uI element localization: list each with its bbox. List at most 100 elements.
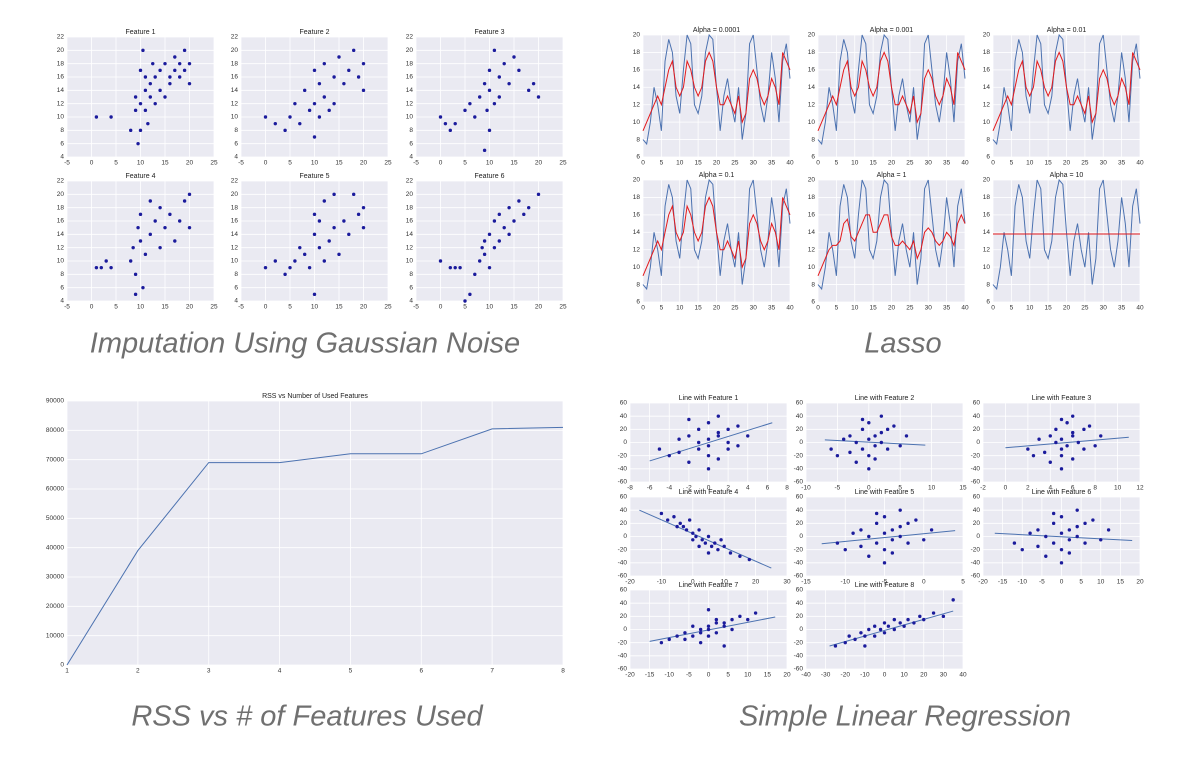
- y-tick-label: 8: [986, 136, 990, 143]
- subplot: Feature 4 4 6 8 10 12 14 16 18 20 22 -5 0 5 10 15 20 25: [57, 173, 218, 311]
- scatter-point: [1028, 531, 1032, 535]
- chart-title: Feature 5: [300, 173, 330, 180]
- scatter-point: [716, 547, 720, 552]
- x-tick-label: 10: [1114, 485, 1122, 492]
- fit-line: [829, 610, 954, 647]
- x-tick-label: -5: [413, 160, 419, 167]
- scatter-point: [151, 61, 155, 66]
- y-tick-label: -60: [618, 666, 628, 673]
- scatter-point: [906, 521, 910, 526]
- x-tick-label: -5: [238, 304, 244, 311]
- chart-title: Alpha = 0.01: [1047, 27, 1087, 34]
- x-tick-label: 0: [1060, 579, 1064, 586]
- scatter-point: [951, 598, 955, 602]
- x-tick-label: 15: [695, 160, 703, 167]
- scatter-point: [697, 528, 701, 532]
- scatter-point: [522, 212, 526, 217]
- x-tick-label: 35: [768, 160, 776, 167]
- scatter-point: [912, 621, 916, 625]
- scatter-point: [914, 518, 918, 522]
- x-tick-label: 10: [137, 160, 145, 167]
- y-tick-label: 22: [406, 178, 414, 185]
- scatter-point: [722, 624, 726, 628]
- y-tick-label: -20: [794, 546, 804, 553]
- scatter-point: [696, 440, 701, 445]
- scatter-point: [1044, 554, 1048, 558]
- y-tick-label: 4: [60, 298, 64, 305]
- scatter-point: [173, 239, 177, 243]
- y-tick-label: 40: [796, 600, 804, 607]
- scatter-point: [158, 68, 162, 73]
- y-tick-label: 20: [57, 191, 65, 198]
- scatter-point: [847, 634, 851, 638]
- scatter-point: [1065, 444, 1069, 448]
- scatter-point: [342, 81, 346, 86]
- x-tick-label: 15: [161, 160, 169, 167]
- scatter-point: [716, 434, 721, 438]
- y-tick-label: -20: [794, 639, 804, 646]
- x-tick-label: 5: [288, 160, 292, 167]
- scatter-point: [706, 437, 711, 441]
- scatter-point: [473, 115, 477, 119]
- scatter-point: [1036, 528, 1040, 532]
- x-tick-label: -15: [645, 672, 655, 679]
- x-tick-label: -10: [860, 672, 870, 679]
- scatter-point: [492, 245, 497, 250]
- y-tick-label: -40: [971, 560, 981, 567]
- y-tick-label: 18: [406, 204, 414, 211]
- y-tick-label: 8: [811, 136, 815, 143]
- x-tick-label: -4: [666, 485, 672, 492]
- x-tick-label: 3: [207, 668, 211, 675]
- scatter-point: [885, 427, 890, 432]
- scatter-point: [706, 624, 711, 628]
- y-tick-label: 0: [799, 533, 803, 540]
- scatter-point: [878, 627, 883, 632]
- scatter-point: [746, 617, 750, 622]
- scatter-point: [746, 434, 750, 438]
- x-tick-label: 15: [335, 160, 343, 167]
- scatter-point: [517, 199, 521, 203]
- subplot: Alpha = 0.1 6 8 10 12 14 16 18 20 0 5 10 15 20 25 30 35 4…: [633, 172, 794, 312]
- scatter-point: [356, 75, 361, 79]
- y-tick-label: 20: [620, 426, 628, 433]
- x-tick-label: 0: [1004, 485, 1008, 492]
- y-tick-label: 8: [636, 281, 640, 288]
- scatter-point: [342, 219, 346, 223]
- subplot: Line with Feature 6 -60 -40 -20 0 20 40 60 -20 -1…: [971, 489, 1144, 586]
- scatter-point: [874, 521, 879, 526]
- scatter-point: [1059, 453, 1064, 458]
- scatter-point: [141, 48, 145, 53]
- x-tick-label: 25: [559, 304, 567, 311]
- subplot: Alpha = 0.01 6 8 10 12 14 16 18 20 0 5 10 15 20 25 30 35…: [983, 27, 1144, 167]
- scatter-point: [873, 444, 877, 448]
- x-tick-label: 15: [695, 305, 703, 312]
- scatter-point: [1059, 437, 1064, 441]
- chart-title: Alpha = 0.0001: [693, 27, 740, 34]
- y-tick-label: -60: [618, 479, 628, 486]
- scatter-point: [867, 467, 871, 471]
- scatter-point: [1071, 414, 1075, 418]
- y-tick-label: 20: [633, 177, 641, 184]
- scatter-point: [747, 557, 752, 562]
- scatter-point: [860, 447, 865, 451]
- x-tick-label: 1: [65, 668, 69, 675]
- x-tick-label: 0: [90, 304, 94, 311]
- scatter-point: [312, 212, 317, 217]
- y-tick-label: 6: [811, 299, 815, 306]
- scatter-point: [482, 148, 487, 153]
- x-tick-label: 40: [961, 160, 969, 167]
- y-tick-label: 14: [57, 87, 65, 94]
- scatter-point: [263, 265, 268, 270]
- scatter-point: [904, 434, 909, 438]
- scatter-point: [1059, 561, 1064, 565]
- x-tick-label: 6: [419, 668, 423, 675]
- scatter-point: [843, 547, 847, 552]
- x-tick-label: 0: [264, 304, 268, 311]
- scatter-point: [307, 108, 312, 113]
- scatter-point: [487, 68, 492, 73]
- scatter-point: [890, 528, 895, 532]
- y-tick-label: 40000: [46, 544, 64, 551]
- scatter-point: [527, 88, 531, 93]
- scatter-point: [536, 192, 541, 197]
- scatter-point: [867, 554, 871, 558]
